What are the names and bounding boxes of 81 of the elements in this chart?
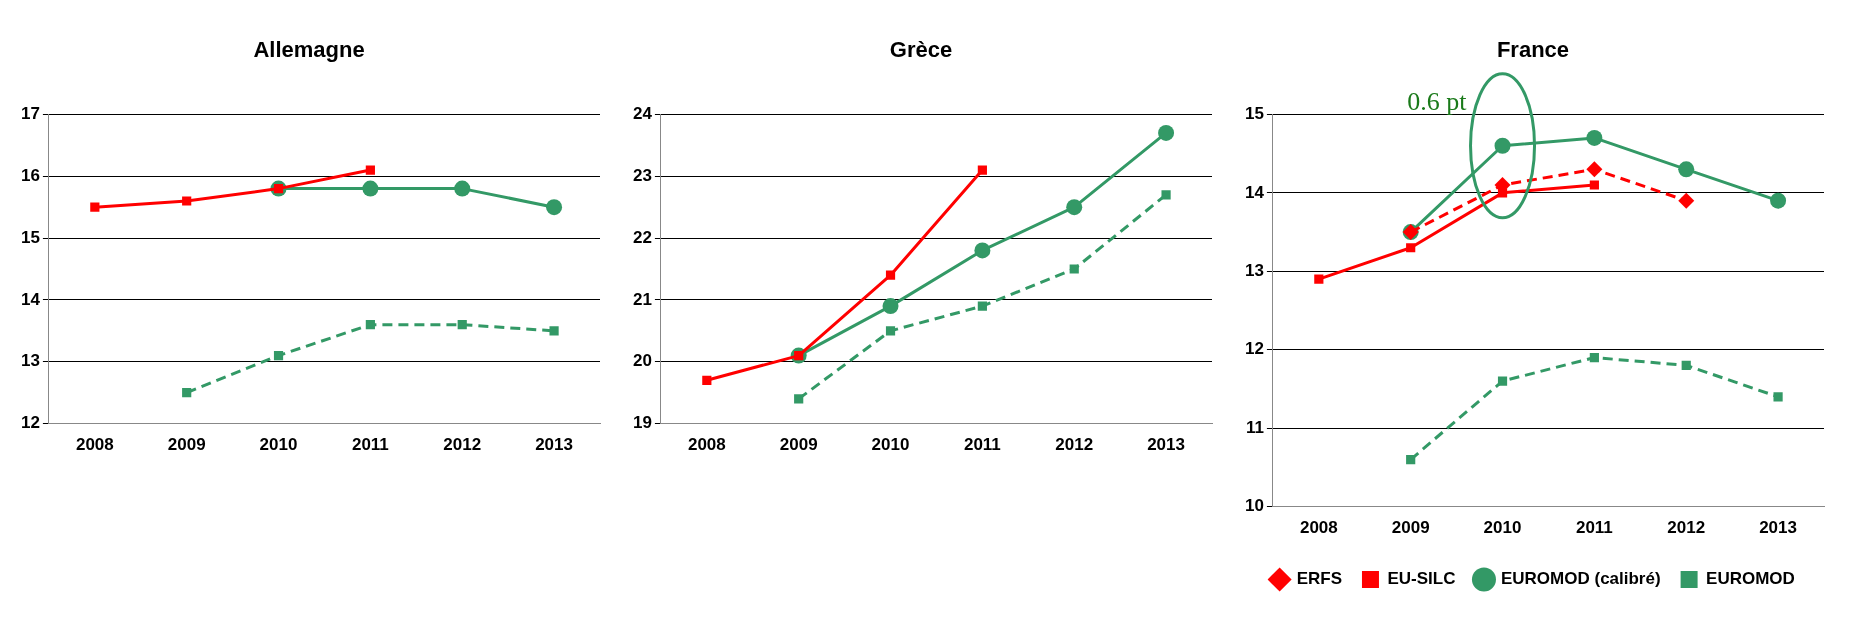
y-tick-label: 13 [1244,260,1264,280]
x-tick-label: 2008 [687,435,726,455]
point [182,196,192,206]
point [90,202,100,212]
point [794,394,804,404]
point [365,165,375,175]
point [1678,192,1695,209]
x-tick-label: 2011 [351,435,389,455]
point [362,180,379,197]
y-tick-label: 13 [20,351,40,371]
point [1069,264,1079,274]
point [1678,161,1695,178]
point [974,242,991,259]
point [1066,199,1083,216]
point [1586,129,1603,146]
x-tick-label: 2011 [963,435,1001,455]
y-tick-label: 22 [632,227,652,247]
point [882,298,899,315]
point [1589,180,1599,190]
x-tick-label: 2010 [871,435,910,455]
y-tick-label: 14 [1244,182,1265,202]
legend-label: ERFS [1296,569,1342,589]
y-tick-label: 15 [20,227,40,247]
point [977,301,987,311]
y-tick-label: 10 [1244,496,1264,516]
y-tick-label: 20 [632,351,652,371]
chart-title: Allemagne [253,37,365,63]
y-tick-label: 12 [20,413,40,433]
x-tick-label: 2009 [1391,518,1430,538]
y-tick-label: 14 [20,289,41,309]
y-tick-label: 21 [632,289,652,309]
y-tick-label: 15 [1244,104,1264,124]
point [885,326,896,336]
point [1406,243,1416,253]
point [1314,274,1324,284]
point [182,388,192,398]
chart-title: France [1496,37,1570,63]
point [273,350,284,361]
y-tick-label: 11 [1245,417,1264,437]
point [546,199,563,216]
x-tick-label: 2008 [75,435,114,455]
point [977,165,987,175]
legend-label: EUROMOD (calibré) [1500,569,1661,589]
x-tick-label: 2013 [1759,518,1797,538]
point [702,375,712,385]
point [1161,190,1171,200]
x-tick-label: 2012 [1055,435,1094,455]
x-tick-label: 2013 [1147,435,1185,455]
point [549,326,559,336]
point [1773,392,1783,402]
x-tick-label: 2012 [1667,518,1706,538]
point [1494,137,1511,154]
point [1589,352,1599,363]
y-tick-label: 16 [20,165,40,185]
x-tick-label: 2011 [1575,518,1613,538]
x-tick-label: 2009 [167,435,206,455]
x-tick-label: 2010 [1483,518,1522,538]
y-tick-label: 24 [632,104,653,124]
y-tick-label: 23 [632,165,652,185]
x-tick-label: 2012 [443,435,482,455]
point [365,320,375,330]
y-tick-label: 12 [1244,339,1264,359]
point [1681,360,1691,370]
x-tick-label: 2013 [535,435,573,455]
chart-title: Grèce [889,37,953,63]
annotation: 0.6 pt [1407,86,1468,116]
point [885,270,896,280]
point [1497,376,1508,386]
point [457,320,467,330]
point [1770,192,1787,209]
point [1158,124,1175,141]
y-tick-label: 19 [632,413,652,433]
point [454,180,471,197]
y-tick-label: 17 [20,104,40,124]
point [1586,161,1603,178]
x-tick-label: 2010 [259,435,298,455]
x-tick-label: 2009 [779,435,818,455]
legend-label: EUROMOD [1706,569,1795,589]
x-tick-label: 2008 [1299,518,1338,538]
legend-label: EU-SILC [1387,569,1456,589]
point [1406,454,1416,465]
